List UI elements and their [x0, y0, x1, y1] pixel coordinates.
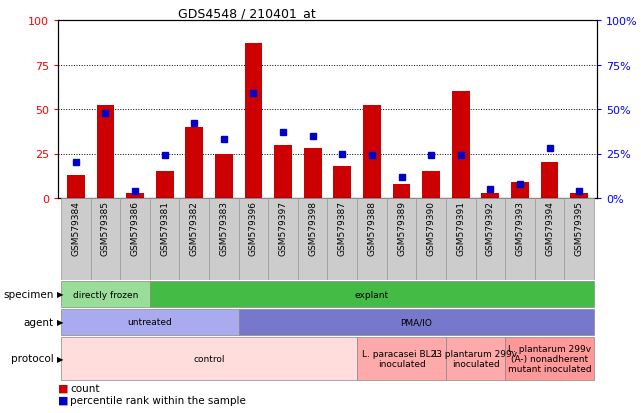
Bar: [97, 106, 114, 199]
Text: GSM579384: GSM579384: [71, 201, 80, 256]
Text: GSM579396: GSM579396: [249, 201, 258, 256]
Text: PMA/IO: PMA/IO: [401, 318, 432, 327]
Text: GSM579385: GSM579385: [101, 201, 110, 256]
Text: GSM579394: GSM579394: [545, 201, 554, 256]
Bar: [61, 309, 238, 336]
Bar: [215, 154, 233, 199]
Bar: [238, 199, 269, 280]
Text: L. plantarum 299v
(A-) nonadherent
mutant inoculated: L. plantarum 299v (A-) nonadherent mutan…: [508, 344, 592, 373]
Bar: [417, 199, 446, 280]
Bar: [150, 199, 179, 280]
Bar: [541, 163, 558, 199]
Bar: [269, 199, 298, 280]
Bar: [333, 166, 351, 199]
Text: L. plantarum 299v
inoculated: L. plantarum 299v inoculated: [434, 349, 517, 368]
Bar: [505, 199, 535, 280]
Bar: [61, 199, 90, 280]
Text: GSM579391: GSM579391: [456, 201, 465, 256]
Bar: [61, 337, 357, 380]
Text: GSM579388: GSM579388: [367, 201, 376, 256]
Text: GDS4548 / 210401_at: GDS4548 / 210401_at: [178, 7, 315, 20]
Bar: [446, 199, 476, 280]
Bar: [505, 337, 594, 380]
Bar: [476, 199, 505, 280]
Text: GSM579397: GSM579397: [279, 201, 288, 256]
Bar: [90, 199, 121, 280]
Bar: [328, 199, 357, 280]
Bar: [422, 172, 440, 199]
Text: untreated: untreated: [128, 318, 172, 327]
Text: directly frozen: directly frozen: [72, 290, 138, 299]
Text: specimen: specimen: [4, 289, 54, 299]
Text: GSM579395: GSM579395: [575, 201, 584, 256]
Text: explant: explant: [355, 290, 389, 299]
Text: GSM579382: GSM579382: [190, 201, 199, 256]
Bar: [393, 184, 410, 199]
Text: GSM579389: GSM579389: [397, 201, 406, 256]
Text: protocol: protocol: [12, 354, 54, 363]
Text: count: count: [70, 383, 99, 393]
Bar: [156, 172, 174, 199]
Text: ■: ■: [58, 383, 69, 393]
Text: GSM579390: GSM579390: [427, 201, 436, 256]
Bar: [481, 193, 499, 199]
Bar: [511, 183, 529, 199]
Bar: [126, 193, 144, 199]
Bar: [61, 281, 150, 308]
Text: ▶: ▶: [57, 318, 63, 327]
Text: percentile rank within the sample: percentile rank within the sample: [70, 395, 246, 405]
Text: ■: ■: [58, 395, 69, 405]
Bar: [452, 92, 470, 199]
Bar: [357, 337, 446, 380]
Text: control: control: [194, 354, 225, 363]
Bar: [274, 145, 292, 199]
Bar: [304, 149, 322, 199]
Text: GSM579387: GSM579387: [338, 201, 347, 256]
Text: ▶: ▶: [57, 290, 63, 299]
Bar: [245, 44, 262, 199]
Bar: [185, 128, 203, 199]
Bar: [150, 281, 594, 308]
Text: GSM579393: GSM579393: [515, 201, 524, 256]
Bar: [298, 199, 328, 280]
Text: GSM579386: GSM579386: [131, 201, 140, 256]
Bar: [121, 199, 150, 280]
Text: ▶: ▶: [57, 354, 63, 363]
Text: GSM579383: GSM579383: [219, 201, 228, 256]
Text: agent: agent: [24, 317, 54, 327]
Text: GSM579398: GSM579398: [308, 201, 317, 256]
Bar: [209, 199, 238, 280]
Text: GSM579392: GSM579392: [486, 201, 495, 256]
Bar: [238, 309, 594, 336]
Bar: [565, 199, 594, 280]
Text: L. paracasei BL23
inoculated: L. paracasei BL23 inoculated: [362, 349, 442, 368]
Bar: [363, 106, 381, 199]
Text: GSM579381: GSM579381: [160, 201, 169, 256]
Bar: [446, 337, 505, 380]
Bar: [179, 199, 209, 280]
Bar: [535, 199, 565, 280]
Bar: [357, 199, 387, 280]
Bar: [387, 199, 417, 280]
Bar: [570, 193, 588, 199]
Bar: [67, 176, 85, 199]
